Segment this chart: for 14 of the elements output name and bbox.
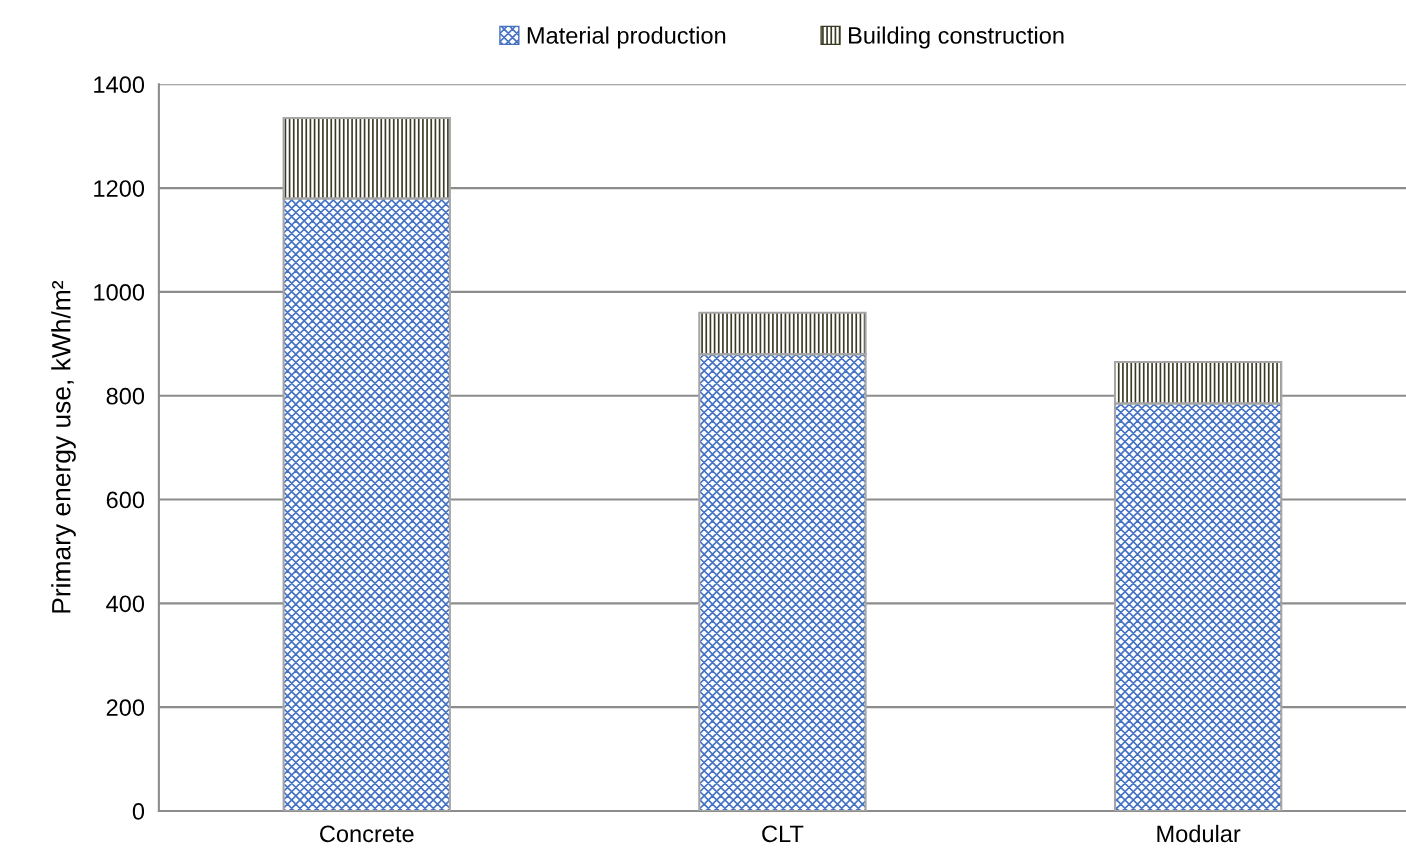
y-tick-label: 1000 [94,283,145,301]
x-tick-label: CLT [762,825,804,843]
y-tick-label: 600 [106,491,145,509]
y-tick-label: 400 [106,595,145,613]
y-tick-label: 200 [106,699,145,716]
legend-label: Material production [527,26,726,49]
y-tick-label: 0 [132,803,145,820]
x-tick-label: Concrete [320,825,414,843]
y-tick-label: 1400 [94,76,145,94]
x-tick-label: Modular [1157,824,1241,843]
y-tick-label: 1200 [94,180,145,197]
legend-label: Building construction [849,26,1064,49]
y-axis-title: Primary energy use, kWh/m² [51,280,76,613]
y-tick-label: 800 [106,387,145,405]
